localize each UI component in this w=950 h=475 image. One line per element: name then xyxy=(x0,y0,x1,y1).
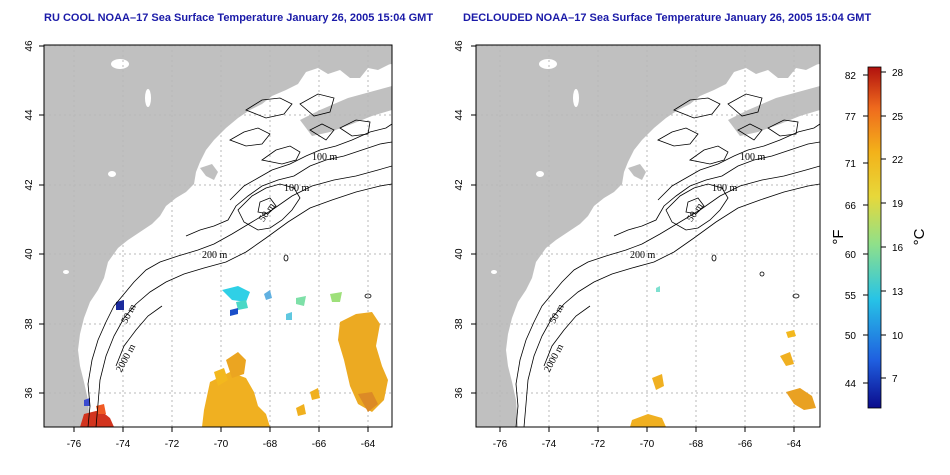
celsius-tick: 19 xyxy=(892,199,904,210)
fahrenheit-unit-label: °F xyxy=(830,229,847,244)
left-map-panel: 100 m 100 m 50 m 200 m 50 m 2000 m -76 -… xyxy=(24,40,393,450)
sst-patches xyxy=(630,286,816,427)
celsius-tick: 7 xyxy=(892,374,898,385)
x-tick-label: -68 xyxy=(263,439,278,450)
bathymetry-contours xyxy=(87,93,392,427)
y-tick-label: 40 xyxy=(454,248,465,260)
y-tick-label: 44 xyxy=(454,109,465,121)
y-tick-label: 36 xyxy=(24,387,35,399)
right-y-tick-labels: 46 44 42 40 38 36 xyxy=(454,40,465,399)
celsius-tick: 10 xyxy=(892,331,904,342)
graticule xyxy=(44,45,392,427)
fahrenheit-tick: 66 xyxy=(845,201,857,212)
x-tick-label: -66 xyxy=(738,439,753,450)
celsius-tick-labels: 28 25 22 19 16 13 10 7 xyxy=(892,68,904,385)
right-x-tick-labels: -76 -74 -72 -70 -68 -66 -64 xyxy=(493,439,802,450)
fahrenheit-tick: 77 xyxy=(845,112,857,123)
fahrenheit-tick: 55 xyxy=(845,291,857,302)
temperature-colorbar: 82 77 71 66 60 55 50 44 28 25 22 19 16 1… xyxy=(830,66,928,409)
x-tick-label: -74 xyxy=(116,439,131,450)
celsius-tick: 16 xyxy=(892,243,904,254)
x-tick-label: -76 xyxy=(67,439,82,450)
x-tick-label: -76 xyxy=(493,439,508,450)
left-axis-ticks xyxy=(39,45,369,432)
lakes xyxy=(491,59,579,274)
celsius-tick: 22 xyxy=(892,155,904,166)
x-tick-label: -70 xyxy=(214,439,229,450)
y-tick-label: 36 xyxy=(454,387,465,399)
y-tick-label: 46 xyxy=(24,40,35,52)
graticule xyxy=(476,45,820,427)
left-x-tick-labels: -76 -74 -72 -70 -68 -66 -64 xyxy=(67,439,376,450)
y-tick-label: 38 xyxy=(24,318,35,330)
x-tick-label: -74 xyxy=(542,439,557,450)
fahrenheit-tick: 82 xyxy=(845,71,857,82)
contour-label-200m: 200 m xyxy=(202,250,228,261)
sst-patches xyxy=(80,286,388,427)
celsius-tick: 13 xyxy=(892,287,904,298)
island xyxy=(350,56,392,66)
y-tick-label: 44 xyxy=(24,109,35,121)
right-map-panel: 100 m 100 m 50 m 200 m 50 m 2000 m -76 -… xyxy=(454,40,821,450)
left-map-title: RU COOL NOAA–17 Sea Surface Temperature … xyxy=(44,12,434,24)
y-tick-label: 42 xyxy=(24,179,35,191)
y-tick-label: 42 xyxy=(454,179,465,191)
right-map-title: DECLOUDED NOAA–17 Sea Surface Temperatur… xyxy=(463,12,872,24)
fahrenheit-tick: 71 xyxy=(845,159,857,170)
land-mass xyxy=(476,45,820,427)
contour-label-100m: 100 m xyxy=(284,183,310,194)
y-tick-label: 40 xyxy=(24,248,35,260)
fahrenheit-tick: 60 xyxy=(845,250,857,261)
contour-label-100m: 100 m xyxy=(740,152,766,163)
contour-label-200m: 200 m xyxy=(630,250,656,261)
right-axis-ticks xyxy=(471,45,795,432)
celsius-unit-label: °C xyxy=(911,228,928,245)
fahrenheit-tick-labels: 82 77 71 66 60 55 50 44 xyxy=(845,71,857,390)
celsius-tick: 28 xyxy=(892,68,904,79)
cape-cod xyxy=(628,164,646,180)
lakes xyxy=(63,59,151,274)
y-tick-label: 38 xyxy=(454,318,465,330)
x-tick-label: -64 xyxy=(361,439,376,450)
celsius-tick: 25 xyxy=(892,112,904,123)
island xyxy=(728,86,820,136)
x-tick-label: -72 xyxy=(591,439,606,450)
island xyxy=(778,56,820,66)
x-tick-label: -68 xyxy=(689,439,704,450)
x-tick-label: -64 xyxy=(787,439,802,450)
x-tick-label: -72 xyxy=(165,439,180,450)
contour-label-100m: 100 m xyxy=(712,183,738,194)
x-tick-label: -70 xyxy=(640,439,655,450)
bathymetry-contours xyxy=(515,93,820,427)
y-tick-label: 46 xyxy=(454,40,465,52)
fahrenheit-tick: 44 xyxy=(845,379,857,390)
land-mass xyxy=(44,45,392,427)
contour-label-100m: 100 m xyxy=(312,152,338,163)
fahrenheit-tick: 50 xyxy=(845,331,857,342)
left-y-tick-labels: 46 44 42 40 38 36 xyxy=(24,40,35,399)
x-tick-label: -66 xyxy=(312,439,327,450)
island xyxy=(300,86,392,136)
cape-cod xyxy=(200,164,218,180)
